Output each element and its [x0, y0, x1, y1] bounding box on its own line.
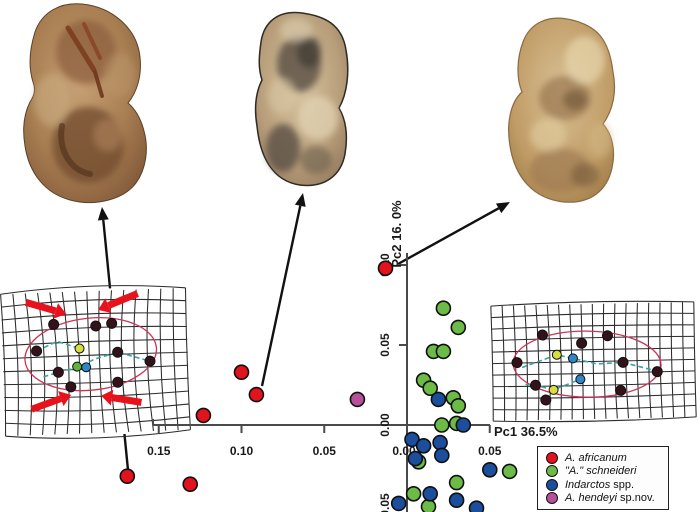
- landmark-dark: [112, 346, 124, 358]
- landmark-dark: [601, 330, 613, 342]
- scatter-point: [415, 437, 432, 454]
- scatter-point: [420, 498, 437, 512]
- landmark-dark: [90, 320, 102, 332]
- landmark-dark: [112, 376, 124, 388]
- scatter-point: [349, 391, 366, 408]
- scatter-point: [430, 391, 447, 408]
- scatter-point: [407, 450, 424, 467]
- landmark-dark: [540, 394, 552, 406]
- landmark-link: [521, 353, 656, 372]
- scatter-point: [433, 447, 450, 464]
- x-tick-label: 0.10: [230, 444, 254, 458]
- landmark-dark: [52, 366, 64, 378]
- scatter-point: [422, 485, 439, 502]
- landmark-dark: [536, 329, 548, 341]
- legend-dot: [546, 451, 558, 464]
- landmark-dark: [615, 384, 627, 396]
- scatter-point: [248, 386, 265, 403]
- scatter-points: [119, 260, 518, 512]
- landmark-dark: [144, 355, 156, 367]
- fossil-tooth-photo-left: [23, 3, 147, 204]
- landmark-yellow: [551, 349, 562, 360]
- y-tick-label: 0.05: [378, 493, 392, 512]
- legend-label: A. africanum: [565, 451, 627, 464]
- scatter-point: [450, 397, 467, 414]
- y-axis-title: Pc2 16. 0%: [389, 200, 404, 268]
- legend-item: A. hendeyi sp.nov.: [546, 492, 668, 506]
- scatter-point: [468, 500, 485, 512]
- scatter-point: [182, 476, 198, 493]
- scatter-point: [450, 319, 467, 336]
- scatter-point: [404, 431, 420, 448]
- landmark-yellow: [548, 384, 559, 395]
- legend-label: Indarctos spp.: [565, 478, 635, 491]
- legend-item: "A." schneideri: [546, 465, 668, 479]
- landmark-blue: [575, 374, 586, 385]
- landmark-dark: [48, 318, 60, 330]
- scatter-point: [481, 461, 498, 478]
- fossil-tooth-photo-right: [508, 17, 616, 203]
- landmark-dark: [651, 366, 663, 378]
- legend-rows: A. africanum "A." schneideri Indarctos spp…: [546, 451, 668, 505]
- landmark-dark: [576, 337, 588, 349]
- fossil-tooth-photos: [23, 3, 616, 204]
- landmark-dark: [106, 317, 118, 329]
- fossil-tooth-photo-middle: [254, 11, 349, 187]
- landmark-dark: [65, 381, 77, 393]
- legend-dot: [546, 492, 558, 505]
- scatter-point: [433, 417, 450, 433]
- scatter-point: [195, 407, 212, 424]
- scatter-point: [119, 468, 136, 485]
- landmark-dark: [617, 356, 629, 368]
- scatter-point: [455, 417, 472, 433]
- legend: A. africanum "A." schneideri Indarctos spp…: [537, 446, 669, 510]
- legend-item: Indarctos spp.: [546, 478, 668, 492]
- landmark-dark: [529, 379, 541, 391]
- axis-ticks: 0.150.100.050.000.050.100.050.000.05: [147, 253, 502, 512]
- scatter-point: [435, 300, 452, 317]
- x-tick-label: 0.15: [147, 444, 171, 458]
- scatter-point: [233, 364, 250, 381]
- landmark-outline: [24, 317, 158, 392]
- deformation-grid-right: [488, 299, 699, 424]
- x-tick-label: 0.05: [313, 444, 337, 458]
- legend-item: A. africanum: [546, 451, 668, 465]
- scatter-point: [405, 485, 422, 502]
- landmark-link: [525, 378, 581, 391]
- scatter-point: [435, 343, 452, 360]
- scatter-point: [448, 492, 465, 509]
- plot-axes: 0.150.100.050.000.050.100.050.000.05 Pc1…: [147, 200, 558, 512]
- scatter-point: [448, 474, 465, 491]
- landmark-blue: [81, 362, 92, 373]
- x-tick-label: 0.05: [478, 444, 502, 458]
- landmark-yellow: [74, 343, 85, 354]
- scatter-point: [377, 260, 394, 277]
- landmark-dark: [31, 345, 43, 357]
- scatter-point: [432, 434, 448, 451]
- landmark-blue: [567, 353, 578, 364]
- scatter-point: [501, 463, 518, 480]
- y-tick-label: 0.00: [378, 413, 392, 437]
- landmark-green: [72, 361, 83, 372]
- legend-label: "A." schneideri: [565, 465, 637, 478]
- landmark-dark: [511, 357, 523, 369]
- x-axis-title: Pc1 36.5%: [494, 424, 558, 439]
- deformation-grid-left: [0, 285, 193, 439]
- legend-dot: [546, 465, 558, 478]
- y-tick-label: 0.05: [378, 333, 392, 357]
- legend-label: A. hendeyi sp.nov.: [565, 492, 655, 505]
- scatter-point: [390, 495, 407, 512]
- legend-dot: [546, 478, 558, 491]
- scatter-point: [422, 380, 439, 397]
